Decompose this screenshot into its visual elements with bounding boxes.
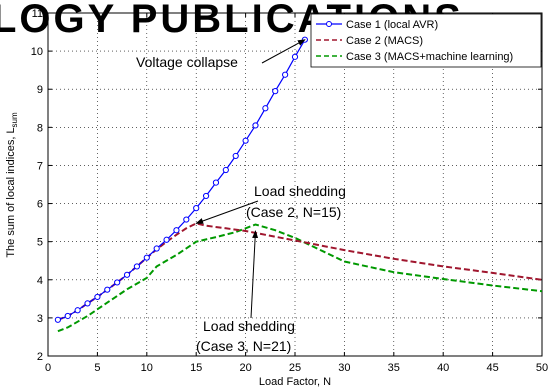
- y-tick-label: 11: [32, 8, 43, 20]
- data-point-case-1: [202, 192, 210, 200]
- y-tick-label: 2: [37, 351, 43, 363]
- data-point-case-1: [64, 312, 71, 320]
- data-point-case-1: [74, 307, 81, 314]
- y-axis-label-main: The sum of local indices, L: [5, 127, 17, 257]
- data-point-case-1: [133, 263, 141, 270]
- data-point-case-1: [262, 105, 269, 112]
- data-point-case-1: [143, 254, 150, 261]
- data-point-case-1: [153, 245, 160, 252]
- annotation-case3-line1: Load shedding: [203, 318, 295, 334]
- y-tick-label: 5: [37, 237, 43, 249]
- data-point-case-1: [222, 166, 229, 174]
- annotation-case2-line2: (Case 2, N=15): [246, 204, 341, 220]
- legend-label-case-1: Case 1 (local AVR): [346, 19, 438, 31]
- x-tick-label: 30: [338, 362, 350, 374]
- arrow-voltage-collapse: [261, 39, 306, 64]
- data-point-case-1: [54, 316, 61, 323]
- y-tick-label: 7: [37, 160, 43, 172]
- annotations: Voltage collapse Load shedding (Case 2, …: [136, 39, 346, 354]
- data-point-case-1: [94, 293, 101, 301]
- data-point-case-1: [183, 216, 190, 223]
- legend-box: [310, 13, 542, 68]
- data-point-case-1: [123, 271, 131, 278]
- data-point-case-1: [242, 137, 249, 144]
- x-tick-label: 5: [94, 362, 100, 374]
- arrow-case3: [250, 229, 259, 319]
- series-lines: [54, 36, 543, 333]
- y-axis-label: The sum of local indices, Lsum: [5, 112, 19, 258]
- y-tick-label: 9: [37, 84, 43, 96]
- data-point-case-1: [232, 152, 239, 160]
- data-point-case-1: [212, 179, 220, 186]
- data-point-case-1: [173, 227, 180, 234]
- annotation-case2-line1: Load shedding: [254, 183, 346, 199]
- y-tick-label: 6: [37, 199, 43, 211]
- data-point-case-1: [104, 286, 111, 293]
- series-line-case-1: [57, 39, 306, 321]
- legend-marker-case-1: [326, 21, 332, 27]
- x-tick-label: 15: [190, 362, 202, 374]
- legend-label-case-2: Case 2 (MACS): [346, 35, 423, 47]
- y-tick-label: 10: [31, 46, 43, 58]
- data-point-case-1: [193, 205, 200, 212]
- y-tick-label: 8: [37, 122, 43, 134]
- x-axis-label: Load Factor, N: [259, 376, 331, 388]
- arrow-case2: [195, 200, 259, 224]
- x-tick-label: 35: [388, 362, 400, 374]
- data-point-case-1: [272, 88, 279, 95]
- legend: Case 1 (local AVR) Case 2 (MACS) Case 3 …: [310, 13, 542, 68]
- annotation-voltage-collapse: Voltage collapse: [136, 54, 238, 70]
- x-tick-label: 40: [437, 362, 449, 374]
- data-point-case-1: [114, 279, 121, 286]
- x-tick-label: 50: [536, 362, 548, 374]
- y-tick-label: 4: [37, 275, 43, 287]
- annotation-case3-line2: (Case 3, N=21): [196, 338, 291, 354]
- x-tick-label: 10: [141, 362, 153, 374]
- data-point-case-1: [291, 53, 299, 60]
- legend-label-case-3: Case 3 (MACS+machine learning): [346, 51, 513, 63]
- x-tick-label: 25: [289, 362, 301, 374]
- data-point-case-1: [282, 71, 289, 78]
- y-axis-label-subscript: sum: [10, 112, 19, 127]
- x-tick-label: 45: [486, 362, 498, 374]
- x-tick-label: 0: [45, 362, 51, 374]
- x-tick-label: 20: [239, 362, 251, 374]
- data-point-case-1: [252, 122, 259, 129]
- data-point-case-1: [163, 236, 170, 243]
- data-point-case-1: [84, 300, 91, 307]
- y-tick-label: 3: [37, 313, 43, 325]
